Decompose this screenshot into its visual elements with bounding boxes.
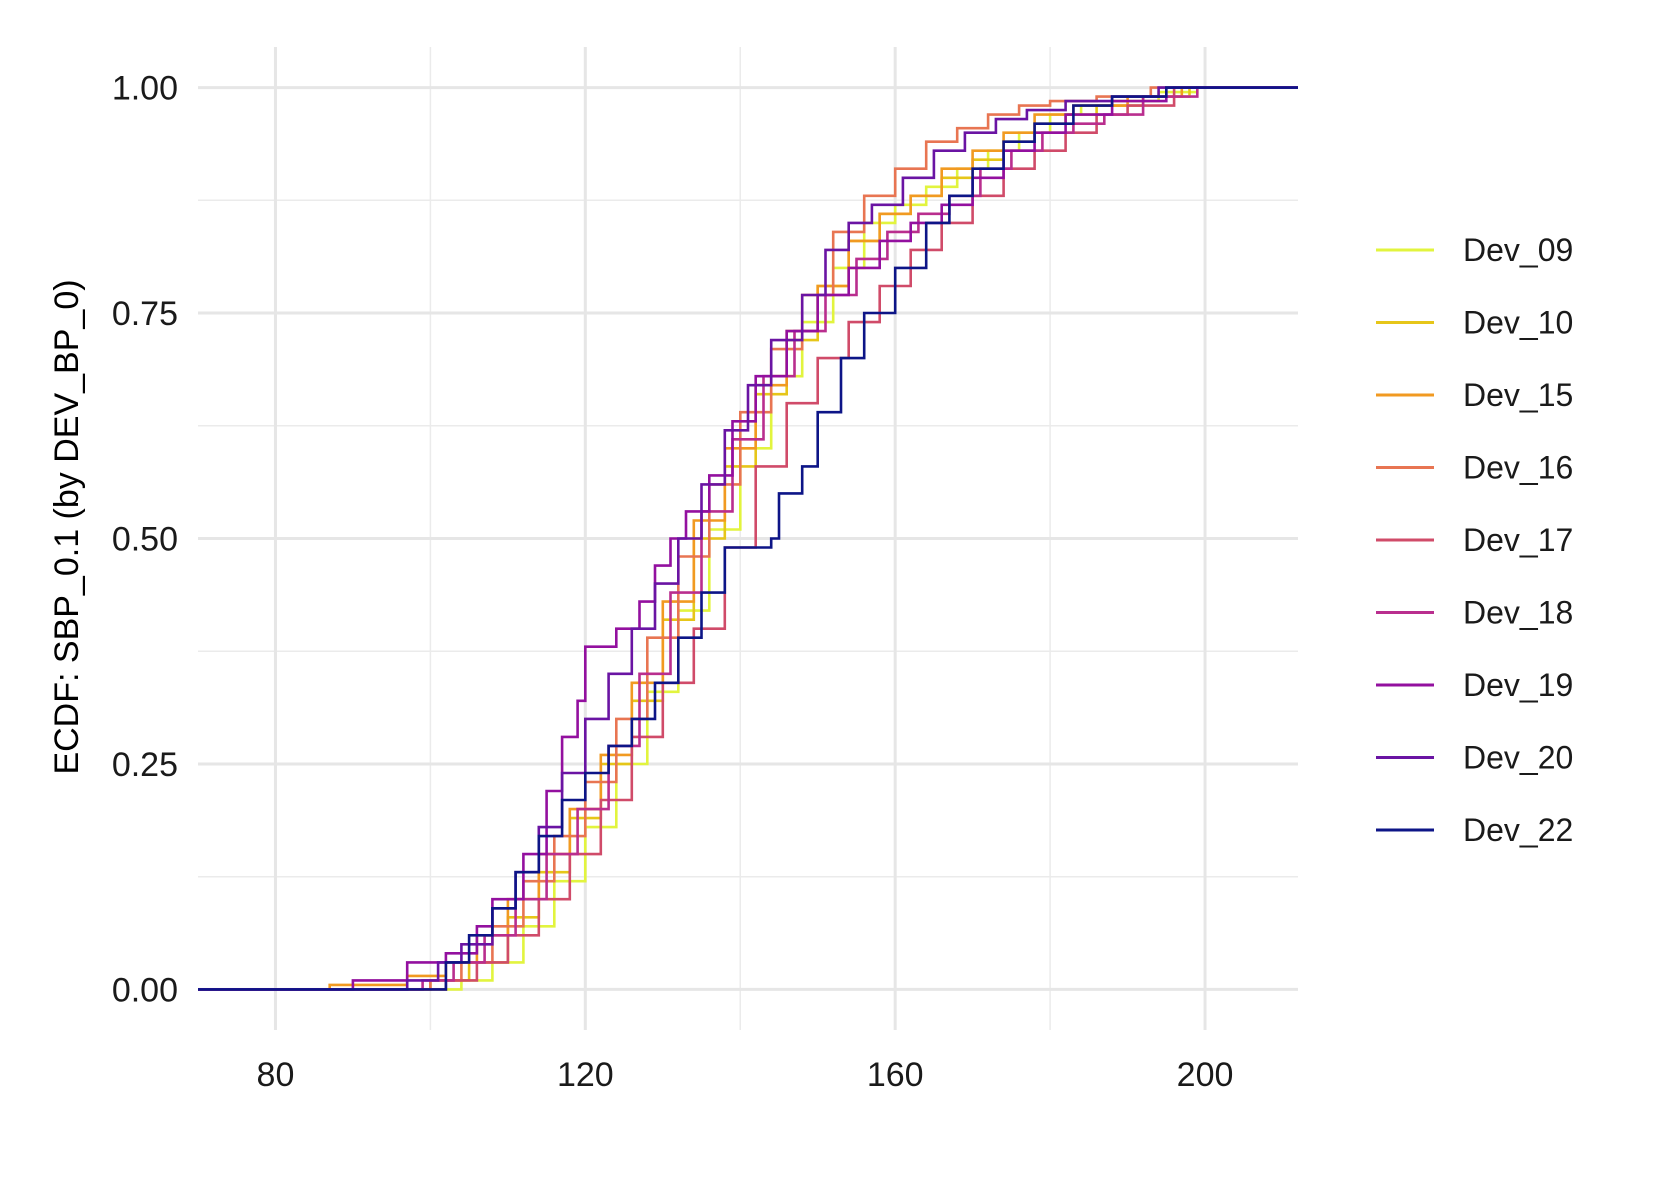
x-tick-label: 200 xyxy=(1177,1056,1234,1094)
y-axis-title: ECDF: SBP_0.1 (by DEV_BP_0) xyxy=(48,279,86,774)
legend-item-dev-16: Dev_16 xyxy=(1376,450,1573,486)
legend-item-dev-15: Dev_15 xyxy=(1376,377,1573,413)
legend-label: Dev_17 xyxy=(1463,522,1573,558)
x-tick-label: 160 xyxy=(867,1056,924,1094)
legend-label: Dev_15 xyxy=(1463,377,1573,413)
y-tick-label: 0.50 xyxy=(112,521,178,559)
legend-label: Dev_18 xyxy=(1463,595,1573,631)
series-line-dev-16 xyxy=(198,86,1298,991)
legend-item-dev-17: Dev_17 xyxy=(1376,522,1573,558)
legend-label: Dev_19 xyxy=(1463,667,1573,703)
x-tick-label: 80 xyxy=(257,1056,295,1094)
legend-item-dev-19: Dev_19 xyxy=(1376,667,1573,703)
legend-label: Dev_16 xyxy=(1463,450,1573,486)
y-tick-label: 0.25 xyxy=(112,746,178,784)
grid-layer xyxy=(198,47,1298,1030)
series-line-dev-22 xyxy=(198,86,1298,991)
axis-layer: 80 120 160 200 0.00 0.25 0.50 0.75 1.00 xyxy=(112,70,1234,1094)
legend-label: Dev_20 xyxy=(1463,740,1573,776)
legend: Dev_09 Dev_10 Dev_15 Dev_16 Dev_17 Dev_18 Dev_… xyxy=(1376,232,1573,848)
legend-item-dev-09: Dev_09 xyxy=(1376,232,1573,268)
y-tick-label: 0.75 xyxy=(112,295,178,333)
x-tick-label: 120 xyxy=(557,1056,614,1094)
legend-label: Dev_22 xyxy=(1463,812,1573,848)
series-layer xyxy=(198,86,1298,991)
legend-label: Dev_09 xyxy=(1463,232,1573,268)
legend-item-dev-22: Dev_22 xyxy=(1376,812,1573,848)
legend-item-dev-20: Dev_20 xyxy=(1376,740,1573,776)
y-tick-label: 0.00 xyxy=(112,971,178,1009)
legend-label: Dev_10 xyxy=(1463,305,1573,341)
legend-item-dev-18: Dev_18 xyxy=(1376,595,1573,631)
y-tick-label: 1.00 xyxy=(112,70,178,108)
series-line-dev-17 xyxy=(198,86,1298,991)
legend-item-dev-10: Dev_10 xyxy=(1376,305,1573,341)
